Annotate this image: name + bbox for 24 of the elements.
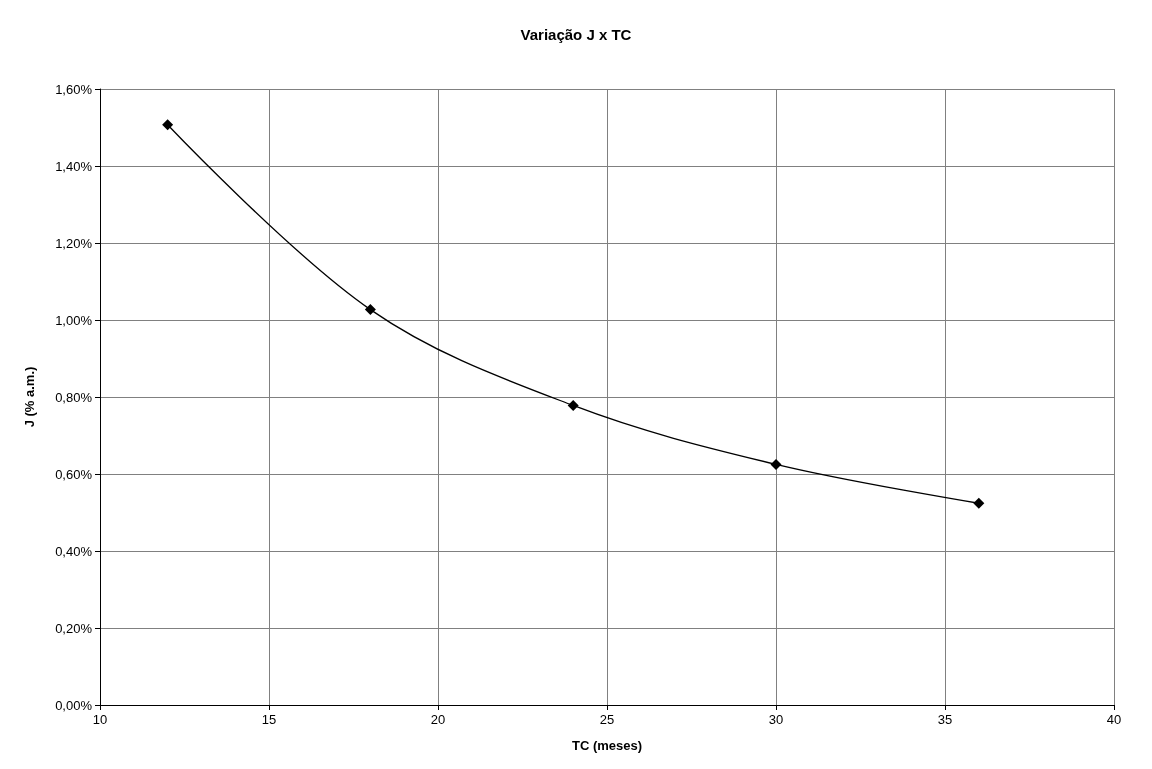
y-tick-label: 1,40% xyxy=(55,158,93,174)
y-tick-label: 0,00% xyxy=(55,697,93,713)
y-tick-label: 0,40% xyxy=(55,543,93,559)
x-tick-label: 35 xyxy=(937,712,953,727)
y-tick-label: 1,60% xyxy=(55,81,93,97)
x-tick-label: 15 xyxy=(261,712,277,727)
y-tick-label: 1,00% xyxy=(55,312,93,328)
y-tick-label: 0,80% xyxy=(55,389,93,405)
point xyxy=(364,304,376,316)
x-tick-label: 30 xyxy=(768,712,784,727)
y-axis-title: J (% a.m.) xyxy=(22,366,37,428)
x-tick-label: 25 xyxy=(599,712,615,727)
point xyxy=(770,458,782,470)
chart-title: Variação J x TC xyxy=(520,26,632,43)
point xyxy=(567,399,579,411)
x-tick-label: 10 xyxy=(92,712,108,727)
y-tick-label: 0,60% xyxy=(55,466,93,482)
x-tick-label: 40 xyxy=(1106,712,1122,727)
point xyxy=(162,119,174,131)
y-tick-label: 0,20% xyxy=(55,620,93,636)
x-tick-label: 20 xyxy=(430,712,446,727)
point xyxy=(973,497,985,509)
y-tick-label: 1,20% xyxy=(55,235,93,251)
x-axis-title: TC (meses) xyxy=(571,738,643,753)
